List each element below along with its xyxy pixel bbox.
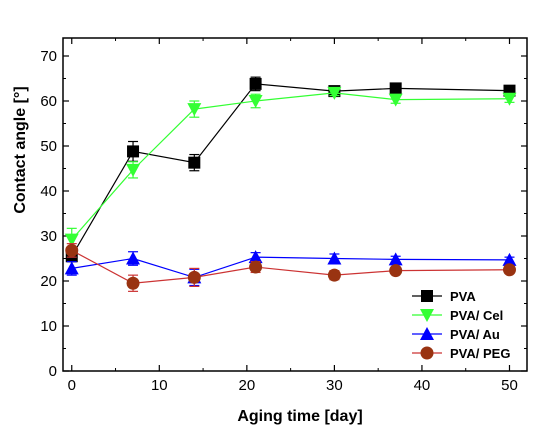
x-tick-label: 20 — [239, 377, 256, 394]
data-point — [187, 103, 202, 117]
legend-label: PVA/ PEG — [450, 346, 510, 361]
data-point — [126, 163, 141, 177]
series-layer — [64, 76, 517, 292]
data-point — [64, 261, 79, 275]
series-line — [71, 249, 510, 284]
data-point — [249, 260, 263, 274]
y-tick-label: 0 — [49, 363, 57, 380]
data-point — [389, 264, 403, 278]
y-tick-label: 10 — [40, 318, 57, 335]
data-point — [327, 86, 342, 100]
y-axis-title: Contact angle [°] — [12, 86, 29, 213]
data-point — [327, 268, 341, 282]
x-axis-ticks: 0 10 20 30 40 50 — [68, 38, 518, 394]
data-point — [389, 82, 402, 95]
data-point — [126, 251, 141, 265]
data-point — [388, 93, 403, 107]
legend: PVA PVA/ Cel PVA/ Au PVA/ PEG — [412, 289, 510, 361]
legend-marker — [420, 346, 434, 360]
data-point — [65, 243, 79, 257]
x-tick-label: 0 — [68, 377, 76, 394]
y-axis-ticks: 0 10 20 30 40 50 60 70 — [40, 48, 527, 380]
data-point — [64, 233, 79, 247]
legend-item: PVA/ PEG — [412, 346, 510, 361]
legend-item: PVA/ Cel — [412, 308, 503, 323]
series-pva-cel — [64, 86, 517, 252]
y-tick-label: 30 — [40, 228, 57, 245]
legend-label: PVA — [450, 289, 476, 304]
legend-label: PVA/ Au — [450, 327, 500, 342]
legend-marker — [421, 290, 433, 302]
x-tick-label: 40 — [414, 377, 431, 394]
y-tick-label: 70 — [40, 48, 57, 65]
x-tick-label: 30 — [326, 377, 343, 394]
data-point — [249, 77, 262, 90]
series-pva-peg — [65, 243, 516, 292]
x-tick-label: 10 — [151, 377, 168, 394]
data-point — [502, 92, 517, 106]
data-point — [127, 145, 140, 158]
y-tick-label: 60 — [40, 93, 57, 110]
data-point — [248, 95, 263, 108]
data-point — [248, 250, 263, 264]
y-tick-label: 50 — [40, 138, 57, 155]
y-tick-label: 20 — [40, 273, 57, 290]
legend-label: PVA/ Cel — [450, 308, 503, 323]
legend-marker — [420, 309, 434, 322]
data-point — [126, 276, 140, 290]
series-line — [71, 83, 510, 257]
plot-area — [62, 37, 528, 372]
plot-frame — [62, 37, 528, 372]
data-point — [188, 156, 201, 169]
y-tick-label: 40 — [40, 183, 57, 200]
legend-item: PVA — [412, 289, 476, 304]
x-axis-title: Aging time [day] — [237, 408, 362, 425]
data-point — [327, 251, 342, 265]
data-point — [388, 252, 403, 266]
data-point — [502, 263, 516, 277]
data-point — [502, 252, 517, 266]
legend-marker — [420, 327, 434, 340]
data-point — [187, 270, 201, 284]
legend-item: PVA/ Au — [412, 327, 500, 342]
x-tick-label: 50 — [501, 377, 518, 394]
